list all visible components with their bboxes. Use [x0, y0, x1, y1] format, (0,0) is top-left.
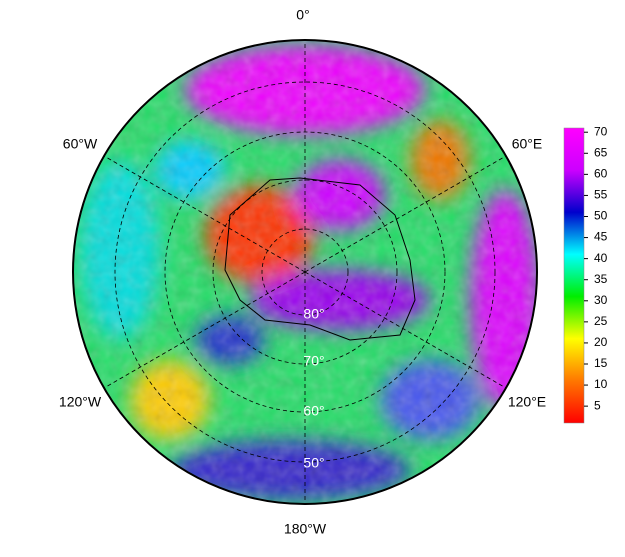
colorbar-tick-label: 50	[594, 209, 608, 223]
colorbar-tick-label: 45	[594, 230, 608, 244]
lon-label: 60°E	[512, 136, 543, 152]
meridian	[96, 151, 306, 273]
meridian	[304, 271, 514, 393]
meridian	[304, 151, 514, 273]
lon-label: 60°W	[63, 136, 98, 152]
colorbar-tick-label: 35	[594, 272, 608, 286]
lat-label: 60°	[303, 403, 324, 419]
colorbar-ramp	[563, 127, 585, 424]
colorbar-tick-label: 5	[594, 398, 601, 412]
lat-circle	[114, 81, 496, 463]
lat-circle	[261, 228, 349, 316]
colorbar-tick-label: 10	[594, 377, 608, 391]
colorbar-tick-label: 15	[594, 356, 608, 370]
colorbar-tick-label: 55	[594, 188, 608, 202]
meridian	[96, 271, 306, 393]
map-border	[72, 39, 538, 505]
lat-circle	[212, 179, 398, 365]
lon-label: 180°W	[284, 521, 327, 537]
lat-label: 80°	[303, 306, 324, 322]
colorbar-tick-label: 70	[594, 124, 608, 138]
lat-label: 50°	[303, 455, 324, 471]
colorbar-tick-label: 25	[594, 314, 608, 328]
map-field	[73, 40, 537, 504]
colorbar-tick-label: 60	[594, 167, 608, 181]
colorbar-tick-label: 30	[594, 293, 608, 307]
colorbar: 5 10 15 20 25 30 35 40 45 50 55 60 65 70	[563, 124, 608, 424]
colorbar-tick-label: 65	[594, 145, 608, 159]
lon-label: 120°E	[508, 394, 546, 410]
lon-label: 120°W	[59, 394, 102, 410]
lat-label: 70°	[303, 353, 324, 369]
colorbar-tick-label: 20	[594, 335, 608, 349]
lon-label: 0°	[296, 7, 309, 23]
colorbar-tick-label: 40	[594, 251, 608, 265]
